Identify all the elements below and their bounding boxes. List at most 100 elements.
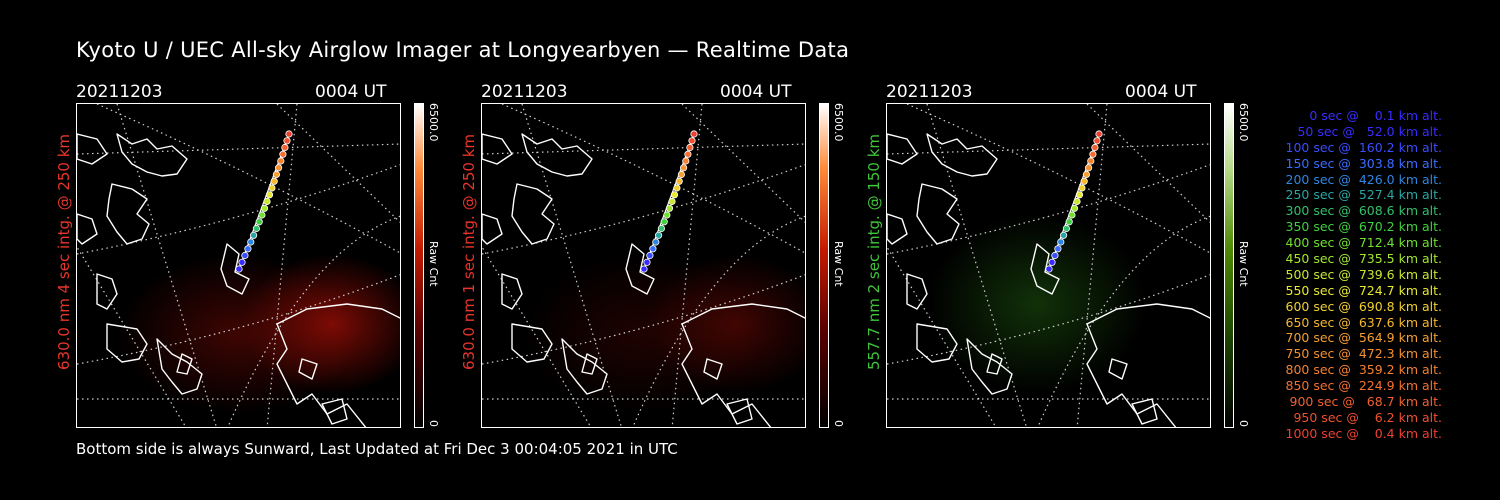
trajectory-point	[263, 197, 271, 206]
trajectory-point	[1078, 184, 1086, 192]
trajectory-point	[1093, 137, 1101, 145]
grid-line	[482, 143, 805, 155]
legend-row: 150 sec @ 303.8 km alt.	[1281, 155, 1443, 171]
airglow-patch	[522, 254, 762, 414]
trajectory-point	[1051, 251, 1059, 260]
grid-line	[887, 164, 1210, 255]
trajectory-point	[1065, 218, 1073, 226]
airglow-patch	[117, 254, 357, 414]
trajectory-point	[275, 164, 283, 172]
trajectory-point	[673, 184, 681, 192]
grid-line	[276, 104, 400, 223]
grid-line	[887, 274, 1210, 365]
grid-arc	[1037, 215, 1210, 427]
trajectory-point	[684, 150, 692, 158]
coastline	[321, 398, 348, 425]
legend-row: 100 sec @ 160.2 km alt.	[1281, 139, 1443, 155]
legend-row: 400 sec @ 712.4 km alt.	[1281, 235, 1443, 251]
trajectory-point	[1082, 170, 1090, 179]
coastline	[1086, 303, 1210, 427]
trajectory-point	[1095, 130, 1103, 138]
trajectory-point	[1089, 150, 1097, 158]
grid-line	[887, 245, 997, 427]
grid-line	[77, 164, 400, 255]
coastline	[106, 323, 148, 363]
grid-line	[1086, 104, 1210, 223]
coastline	[276, 303, 400, 427]
trajectory-point	[238, 258, 246, 266]
grid-line	[482, 245, 592, 427]
trajectory-point	[1091, 143, 1099, 152]
grid-arc	[906, 104, 1210, 254]
coastline	[1131, 398, 1158, 425]
coastline	[77, 133, 108, 165]
panel-3-time: 0004 UT	[1125, 82, 1197, 102]
panel-1-colorbar-min: 0	[427, 420, 440, 427]
panel-3-colorbar	[1224, 103, 1234, 428]
trajectory-point	[1045, 265, 1053, 273]
trajectory-point	[260, 204, 269, 212]
coastline	[581, 353, 598, 375]
footer-status: Bottom side is always Sunward, Last Upda…	[76, 440, 678, 458]
trajectory-point	[1075, 191, 1084, 199]
coastline	[681, 303, 805, 427]
grid-line	[926, 104, 1028, 427]
coastline	[521, 133, 593, 177]
panel-2-time: 0004 UT	[720, 82, 792, 102]
coastline	[106, 183, 150, 245]
legend-row: 800 sec @ 359.2 km alt.	[1281, 362, 1443, 378]
legend-row: 200 sec @ 426.0 km alt.	[1281, 171, 1443, 187]
trajectory-point	[1087, 157, 1095, 165]
trajectory-point	[640, 265, 648, 273]
trajectory-point	[665, 204, 674, 212]
trajectory-point	[258, 211, 266, 219]
legend-row: 250 sec @ 527.4 km alt.	[1281, 187, 1443, 203]
panel-1-image	[76, 103, 401, 428]
trajectory-point	[1060, 231, 1068, 239]
grid-line	[681, 104, 805, 223]
coastline	[1108, 358, 1128, 380]
page-title: Kyoto U / UEC All-sky Airglow Imager at …	[76, 38, 850, 62]
panel-1-wavelength-label: 630.0 nm 4 sec intg. @ 250 km	[55, 133, 73, 370]
legend-row: 500 sec @ 739.6 km alt.	[1281, 266, 1443, 282]
coastline	[916, 183, 960, 245]
coastline	[176, 353, 193, 375]
grid-line	[116, 104, 218, 427]
panel-3-map	[887, 104, 1210, 427]
panel-2-image	[481, 103, 806, 428]
grid-arc	[96, 104, 400, 254]
coastline	[703, 358, 723, 380]
panel-2-wavelength-label: 630.0 nm 1 sec intg. @ 250 km	[460, 133, 478, 370]
grid-line	[77, 143, 400, 155]
grid-line	[77, 245, 187, 427]
grid-line	[77, 274, 400, 365]
coastline	[986, 353, 1003, 375]
trajectory-point	[675, 177, 683, 185]
panel-1-date: 20211203	[76, 82, 163, 102]
trajectory-point	[281, 143, 289, 152]
grid-line	[482, 274, 805, 365]
trajectory-point	[688, 137, 696, 145]
trajectory-point	[235, 265, 243, 273]
trajectory-point	[1062, 224, 1070, 233]
coastline	[482, 133, 513, 165]
legend-row: 950 sec @ 6.2 km alt.	[1289, 409, 1442, 425]
coastline	[887, 213, 908, 245]
trajectory-point	[657, 224, 665, 233]
legend-row: 600 sec @ 690.8 km alt.	[1281, 298, 1443, 314]
coastline	[1030, 243, 1060, 295]
panel-3-date: 20211203	[886, 82, 973, 102]
coastline	[511, 323, 553, 363]
trajectory-point	[677, 170, 685, 179]
legend-row: 750 sec @ 472.3 km alt.	[1281, 346, 1443, 362]
coastline	[726, 398, 753, 425]
trajectory-point	[1070, 204, 1079, 212]
trajectory-point	[1073, 197, 1081, 206]
grid-arc	[501, 104, 805, 254]
panel-2-map	[482, 104, 805, 427]
trajectory-point	[668, 197, 676, 206]
trajectory-legend: 0 sec @ 0.1 km alt. 50 sec @ 52.0 km alt…	[1262, 108, 1443, 442]
airglow-patch	[927, 214, 1147, 394]
panel-3-colorbar-min: 0	[1237, 420, 1250, 427]
trajectory-point	[660, 218, 668, 226]
